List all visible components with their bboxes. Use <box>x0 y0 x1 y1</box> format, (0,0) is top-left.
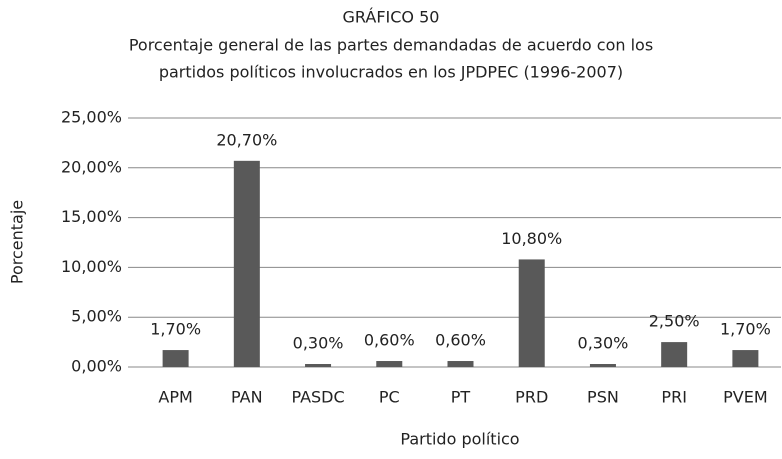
data-label: 0,30% <box>293 334 344 353</box>
y-tick-label: 0,00% <box>71 357 122 376</box>
chart-subtitle: Porcentaje general de las partes demanda… <box>129 36 653 55</box>
bar <box>447 361 474 367</box>
x-tick-label: PAN <box>231 388 263 407</box>
y-tick-label: 5,00% <box>71 307 122 326</box>
y-axis-label: Porcentaje <box>8 200 27 284</box>
chart-subtitle: partidos políticos involucrados en los J… <box>159 63 623 82</box>
y-tick-label: 15,00% <box>61 207 122 226</box>
data-label: 2,50% <box>649 312 700 331</box>
data-label: 1,70% <box>720 320 771 339</box>
bar <box>589 364 616 367</box>
x-tick-label: APM <box>158 388 192 407</box>
x-tick-label: PC <box>379 388 400 407</box>
data-label: 0,30% <box>578 334 629 353</box>
bar <box>162 350 189 367</box>
bar <box>376 361 403 367</box>
bar <box>661 342 688 367</box>
bar <box>305 364 332 367</box>
data-label: 10,80% <box>501 229 562 248</box>
y-tick-label: 20,00% <box>61 157 122 176</box>
x-tick-label: PT <box>451 388 471 407</box>
bar <box>233 160 260 367</box>
data-label: 0,60% <box>364 331 415 350</box>
x-tick-label: PSN <box>587 388 619 407</box>
data-label: 20,70% <box>216 130 277 149</box>
bar <box>518 259 545 367</box>
x-axis-label: Partido político <box>400 430 519 449</box>
data-label: 0,60% <box>435 331 486 350</box>
bar <box>732 350 759 367</box>
x-tick-label: PASDC <box>291 388 344 407</box>
data-label: 1,70% <box>150 320 201 339</box>
chart-title: GRÁFICO 50 <box>343 8 440 27</box>
y-tick-label: 10,00% <box>61 257 122 276</box>
x-tick-label: PRD <box>515 388 548 407</box>
x-tick-label: PRI <box>661 388 686 407</box>
x-tick-label: PVEM <box>723 388 768 407</box>
y-tick-label: 25,00% <box>61 108 122 127</box>
